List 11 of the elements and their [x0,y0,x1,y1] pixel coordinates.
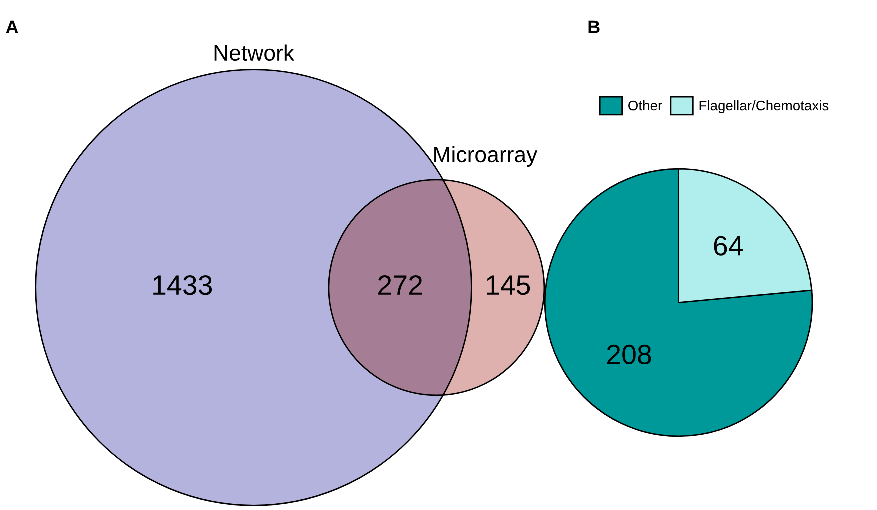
legend-label: Flagellar/Chemotaxis [700,100,829,114]
legend-label: Other [628,100,662,111]
chart-title: B [588,20,600,34]
data-label: 272 [378,276,422,295]
data-label: 64 [714,236,743,256]
data-label: 145 [487,276,530,296]
data-label: 208 [608,344,652,365]
text: A [6,20,18,34]
data-label: 1433 [154,276,212,296]
text: Microarray [434,146,538,168]
text: Network [214,44,295,62]
